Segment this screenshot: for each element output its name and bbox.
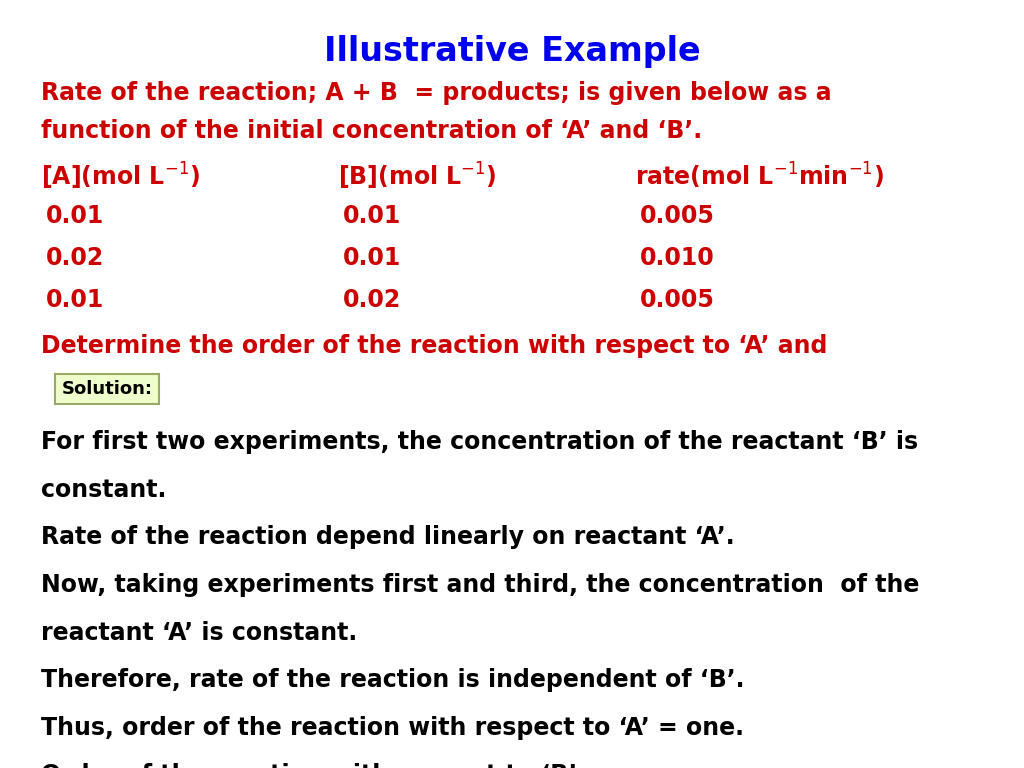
Text: [A](mol L$^{-1}$): [A](mol L$^{-1}$) bbox=[41, 161, 200, 193]
Text: 0.005: 0.005 bbox=[640, 204, 715, 227]
Text: Determine the order of the reaction with respect to ‘A’ and: Determine the order of the reaction with… bbox=[41, 334, 827, 358]
Text: Now, taking experiments first and third, the concentration  of the: Now, taking experiments first and third,… bbox=[41, 573, 920, 597]
Text: Illustrative Example: Illustrative Example bbox=[324, 35, 700, 68]
Text: Rate of the reaction; A + B  = products; is given below as a: Rate of the reaction; A + B = products; … bbox=[41, 81, 831, 104]
Text: 0.02: 0.02 bbox=[46, 246, 104, 270]
Text: rate(mol L$^{-1}$min$^{-1}$): rate(mol L$^{-1}$min$^{-1}$) bbox=[635, 161, 884, 191]
Text: 0.01: 0.01 bbox=[46, 204, 104, 227]
Text: 0.010: 0.010 bbox=[640, 246, 715, 270]
Text: Order of the reaction with respect to ‘B’ = zero.: Order of the reaction with respect to ‘B… bbox=[41, 763, 680, 768]
Text: 0.02: 0.02 bbox=[343, 288, 401, 312]
Text: Therefore, rate of the reaction is independent of ‘B’.: Therefore, rate of the reaction is indep… bbox=[41, 668, 744, 692]
Text: For first two experiments, the concentration of the reactant ‘B’ is: For first two experiments, the concentra… bbox=[41, 430, 919, 454]
Text: reactant ‘A’ is constant.: reactant ‘A’ is constant. bbox=[41, 621, 357, 644]
Text: 0.01: 0.01 bbox=[343, 246, 401, 270]
Text: 0.01: 0.01 bbox=[46, 288, 104, 312]
Text: 0.01: 0.01 bbox=[343, 204, 401, 227]
Text: 0.005: 0.005 bbox=[640, 288, 715, 312]
Text: constant.: constant. bbox=[41, 478, 166, 502]
Text: Solution:: Solution: bbox=[61, 380, 153, 398]
Text: [B](mol L$^{-1}$): [B](mol L$^{-1}$) bbox=[338, 161, 497, 193]
Text: Thus, order of the reaction with respect to ‘A’ = one.: Thus, order of the reaction with respect… bbox=[41, 716, 744, 740]
Text: function of the initial concentration of ‘A’ and ‘B’.: function of the initial concentration of… bbox=[41, 119, 702, 143]
Text: Rate of the reaction depend linearly on reactant ‘A’.: Rate of the reaction depend linearly on … bbox=[41, 525, 734, 549]
